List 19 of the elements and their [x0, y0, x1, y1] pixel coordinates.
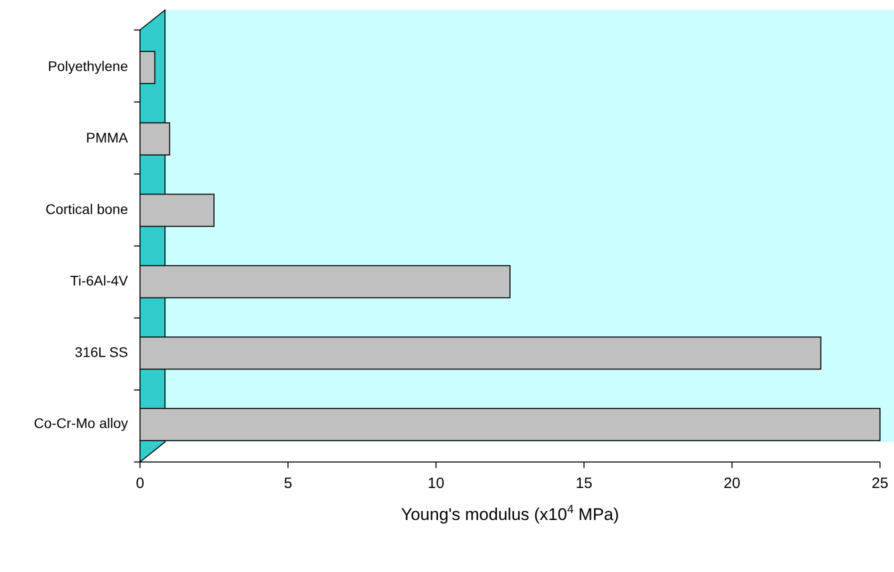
x-tick-label: 15: [576, 475, 592, 492]
bar: [140, 265, 510, 298]
y-tick-label: Cortical bone: [46, 201, 128, 217]
x-tick-label: 10: [428, 475, 444, 492]
bar: [140, 122, 170, 156]
bar: [140, 50, 156, 84]
bar: [140, 408, 880, 442]
x-axis-title: Young's modulus (x10$^{4}$ MPa): [400, 502, 620, 524]
y-tick-label: Co-Cr-Mo alloy: [34, 415, 128, 432]
y-tick-label: Polyethylene: [48, 58, 128, 74]
y-tick-label: 316L SS: [74, 344, 128, 360]
x-tick-label: 5: [284, 475, 292, 492]
bar: [140, 336, 822, 370]
bar: [140, 194, 214, 227]
y-tick-label: Ti-6Al-4V: [70, 272, 129, 288]
y-tick-label: PMMA: [86, 130, 129, 146]
x-tick-label: 25: [872, 475, 888, 492]
x-tick-label: 20: [724, 475, 740, 492]
x-tick-label: 0: [136, 475, 144, 492]
